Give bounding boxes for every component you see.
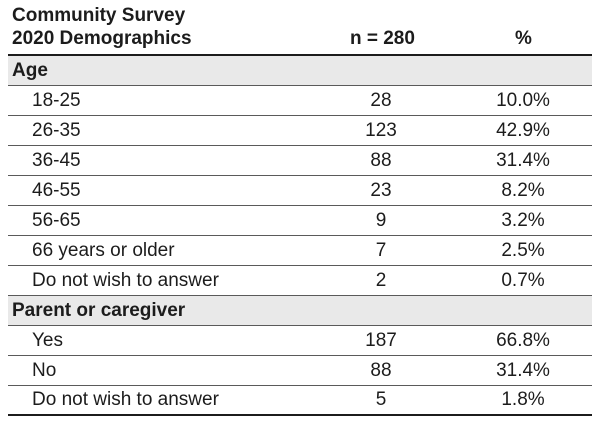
row-percent: 2.5%: [501, 239, 545, 261]
row-count: 2: [375, 269, 387, 291]
row-percent: 31.4%: [496, 149, 550, 171]
table-row: No 88 31.4%: [8, 356, 592, 386]
table-row: 18-25 28 10.0%: [8, 86, 592, 116]
table-row: 66 years or older 7 2.5%: [8, 236, 592, 266]
row-count: 88: [370, 359, 392, 381]
demographics-table: Community Survey 2020 Demographics n = 2…: [8, 0, 592, 416]
table-row: Do not wish to answer 5 1.8%: [8, 386, 592, 416]
column-header-percent: %: [515, 28, 532, 49]
table-title: Community Survey 2020 Demographics: [8, 4, 310, 50]
row-label: 36-45: [32, 149, 81, 171]
row-count: 28: [370, 89, 392, 111]
table-row: 26-35 123 42.9%: [8, 116, 592, 146]
table-row: Do not wish to answer 2 0.7%: [8, 266, 592, 296]
row-label: Do not wish to answer: [32, 389, 219, 410]
row-label: Yes: [32, 329, 63, 351]
table-title-line2: 2020 Demographics: [12, 28, 192, 49]
row-percent: 66.8%: [496, 329, 550, 351]
table-row: 36-45 88 31.4%: [8, 146, 592, 176]
section-header-age: Age: [8, 56, 592, 86]
row-label: 66 years or older: [32, 239, 175, 261]
row-count: 23: [370, 179, 392, 201]
row-count: 5: [375, 389, 387, 410]
row-percent: 8.2%: [501, 179, 545, 201]
row-count: 187: [365, 329, 397, 351]
table-header: Community Survey 2020 Demographics n = 2…: [8, 2, 592, 56]
row-percent: 1.8%: [501, 389, 545, 410]
row-count: 9: [375, 209, 387, 231]
row-percent: 42.9%: [496, 119, 550, 141]
row-count: 123: [365, 119, 397, 141]
row-percent: 31.4%: [496, 359, 550, 381]
row-label: 26-35: [32, 119, 81, 141]
column-header-n: n = 280: [349, 28, 415, 49]
row-label: 56-65: [32, 209, 81, 231]
row-percent: 3.2%: [501, 209, 545, 231]
table-row: 46-55 23 8.2%: [8, 176, 592, 206]
row-count: 7: [375, 239, 387, 261]
row-label: Do not wish to answer: [32, 269, 219, 291]
row-count: 88: [370, 149, 392, 171]
row-percent: 10.0%: [496, 89, 550, 111]
row-percent: 0.7%: [501, 269, 545, 291]
row-label: No: [32, 359, 57, 381]
table-title-line1: Community Survey: [12, 5, 186, 26]
section-header-parent-or-caregiver: Parent or caregiver: [8, 296, 592, 326]
row-label: 46-55: [32, 179, 81, 201]
table-row: Yes 187 66.8%: [8, 326, 592, 356]
row-label: 18-25: [32, 89, 81, 111]
table-row: 56-65 9 3.2%: [8, 206, 592, 236]
